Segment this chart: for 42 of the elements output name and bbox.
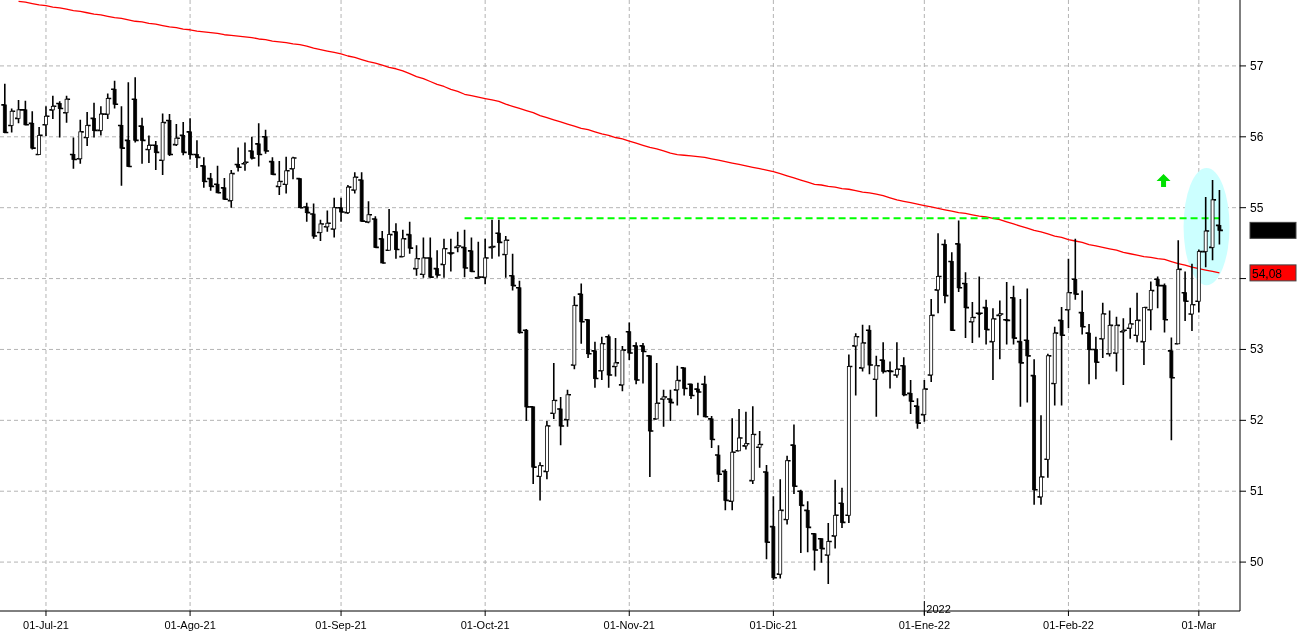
y-tick-label: 57 [1250,58,1264,73]
y-tick-label: 55 [1250,200,1264,215]
candlestick [565,389,570,428]
y-tick-label: 51 [1250,484,1264,499]
candlestick [860,323,865,373]
candlestick [675,364,680,407]
candlestick [572,295,577,371]
x-tick-label: 01-Dic-21 [749,619,798,631]
line-series [17,0,1221,274]
candlestick [174,123,179,147]
candlestick [263,128,268,155]
x-tick-label: 01-Nov-21 [603,619,655,631]
y-tick-label: 52 [1250,413,1264,428]
candlestick [757,430,762,469]
candlestick [407,221,412,255]
candlestick [510,252,515,292]
candlestick [1169,336,1174,441]
candlestick [970,301,975,344]
candlestick [805,500,810,553]
candlestick [668,389,673,422]
text: 54,08 [1252,266,1283,281]
candlestick [57,100,62,139]
candlestick [709,415,714,449]
candlestick [1217,189,1222,246]
x-tick-label: 01-Jul-21 [23,619,69,631]
x-tick-label: 01-Ene-22 [898,619,951,631]
candlestick [270,156,275,176]
candlestick [1066,257,1071,329]
x-tick-label: 01-Feb-22 [1043,619,1094,631]
x-tick-label: 01-Mar [1181,619,1217,631]
y-tick-label: 50 [1250,555,1264,570]
candlestick [1018,298,1023,408]
annotation: 2022 [926,603,951,615]
candlestick [819,537,824,564]
x-tick-label: 01-Oct-21 [460,619,510,631]
x-tick-label: 01-Ago-21 [164,619,216,631]
candlestick [613,337,618,378]
y-tick-label: 56 [1250,129,1264,144]
y-tick-label: 53 [1250,342,1264,357]
candlestick [922,379,927,423]
x-tick-label: 01-Sep-21 [315,619,367,631]
candlestick [414,244,419,277]
